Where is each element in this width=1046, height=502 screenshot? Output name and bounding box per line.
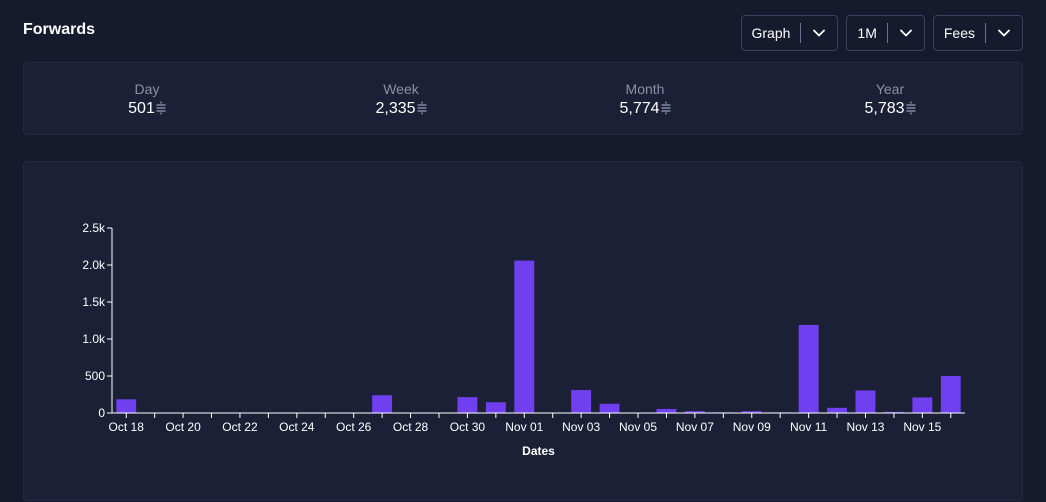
x-tick-label: Oct 22 (222, 420, 258, 434)
x-axis-title: Dates (522, 444, 555, 458)
x-tick-label: Nov 09 (733, 420, 771, 434)
x-tick-label: Oct 24 (279, 420, 315, 434)
x-tick-label: Oct 18 (109, 420, 145, 434)
stat-month: Month 5,774 (575, 80, 715, 119)
select-divider (985, 23, 986, 43)
chart-bar (827, 407, 848, 413)
x-tick-label: Oct 30 (450, 420, 486, 434)
stat-value: 5,774 (619, 100, 660, 117)
stat-value: 501 (128, 100, 155, 117)
sats-icon (661, 101, 671, 115)
chevron-down-icon[interactable] (996, 25, 1012, 41)
view-type-select[interactable]: Graph (740, 15, 839, 51)
select-divider (800, 23, 802, 43)
stat-value-wrap: 5,783 (820, 99, 960, 119)
x-tick-label: Oct 20 (165, 420, 201, 434)
x-tick-label: Nov 11 (790, 420, 827, 434)
chart-bar (599, 403, 620, 413)
stats-summary-card: Day 501 Week 2,335 Month 5,774 Year 5,78… (23, 62, 1023, 135)
forwards-bar-chart: 0 500 1.0k 1.5k 2.0k 2.5k Oct 18 Oct 20 Oct 22 Oc… (82, 221, 965, 458)
stat-label: Week (383, 81, 419, 97)
stat-label: Month (625, 81, 665, 97)
y-tick-label: 500 (85, 369, 105, 383)
chart-bar (514, 260, 535, 413)
x-tick-label: Nov 13 (846, 420, 884, 434)
chart-bar (883, 411, 904, 413)
y-tick-label: 2.0k (82, 258, 106, 272)
y-tick-label: 1.0k (82, 332, 106, 346)
sats-icon (156, 101, 166, 115)
y-tick-label: 1.5k (82, 295, 106, 309)
x-tick-label: Nov 07 (676, 420, 714, 434)
chart-bar (485, 402, 506, 413)
y-tick-label: 2.5k (82, 221, 106, 235)
select-divider (886, 23, 888, 43)
stat-value-wrap: 501 (77, 99, 217, 119)
chart-bar (940, 375, 961, 413)
x-tick-label: Nov 15 (903, 420, 941, 434)
chart-bar (656, 408, 677, 413)
chart-bar (912, 397, 933, 413)
x-tick-label: Nov 05 (619, 420, 657, 434)
sats-icon (417, 101, 427, 115)
chart-bar (457, 397, 478, 413)
stat-value-wrap: 5,774 (575, 99, 715, 119)
stat-value: 2,335 (375, 100, 416, 117)
metric-label: Fees (943, 25, 975, 41)
stat-week: Week 2,335 (331, 80, 471, 119)
stat-value-wrap: 2,335 (331, 99, 471, 119)
chart-bar (571, 390, 592, 413)
period-label: 1M (857, 25, 877, 41)
stat-label: Day (134, 81, 160, 97)
chart-bar (798, 324, 819, 413)
metric-select[interactable]: Fees (932, 15, 1023, 51)
chart-card: 0 500 1.0k 1.5k 2.0k 2.5k Oct 18 Oct 20 Oct 22 Oc… (23, 161, 1023, 501)
chevron-down-icon[interactable] (898, 25, 914, 41)
sats-icon (906, 101, 916, 115)
stat-label: Year (875, 81, 905, 97)
x-tick-label: Nov 03 (562, 420, 600, 434)
x-tick-label: Oct 28 (393, 420, 429, 434)
chart-bar (116, 399, 137, 413)
stat-year: Year 5,783 (820, 80, 960, 119)
page-title: Forwards (23, 21, 96, 38)
x-tick-label: Oct 26 (336, 420, 372, 434)
toolbar: Graph 1M Fees (740, 15, 1023, 51)
period-select[interactable]: 1M (846, 15, 925, 51)
stat-value: 5,783 (864, 100, 905, 117)
chevron-down-icon[interactable] (811, 25, 827, 41)
chart-bar (372, 395, 393, 413)
chart-bar (741, 411, 762, 413)
stat-day: Day 501 (77, 80, 217, 119)
chart-bar (855, 390, 876, 413)
view-type-label: Graph (751, 25, 791, 41)
chart-bar (684, 411, 705, 413)
y-tick-label: 0 (98, 406, 105, 420)
x-tick-label: Nov 01 (505, 420, 543, 434)
